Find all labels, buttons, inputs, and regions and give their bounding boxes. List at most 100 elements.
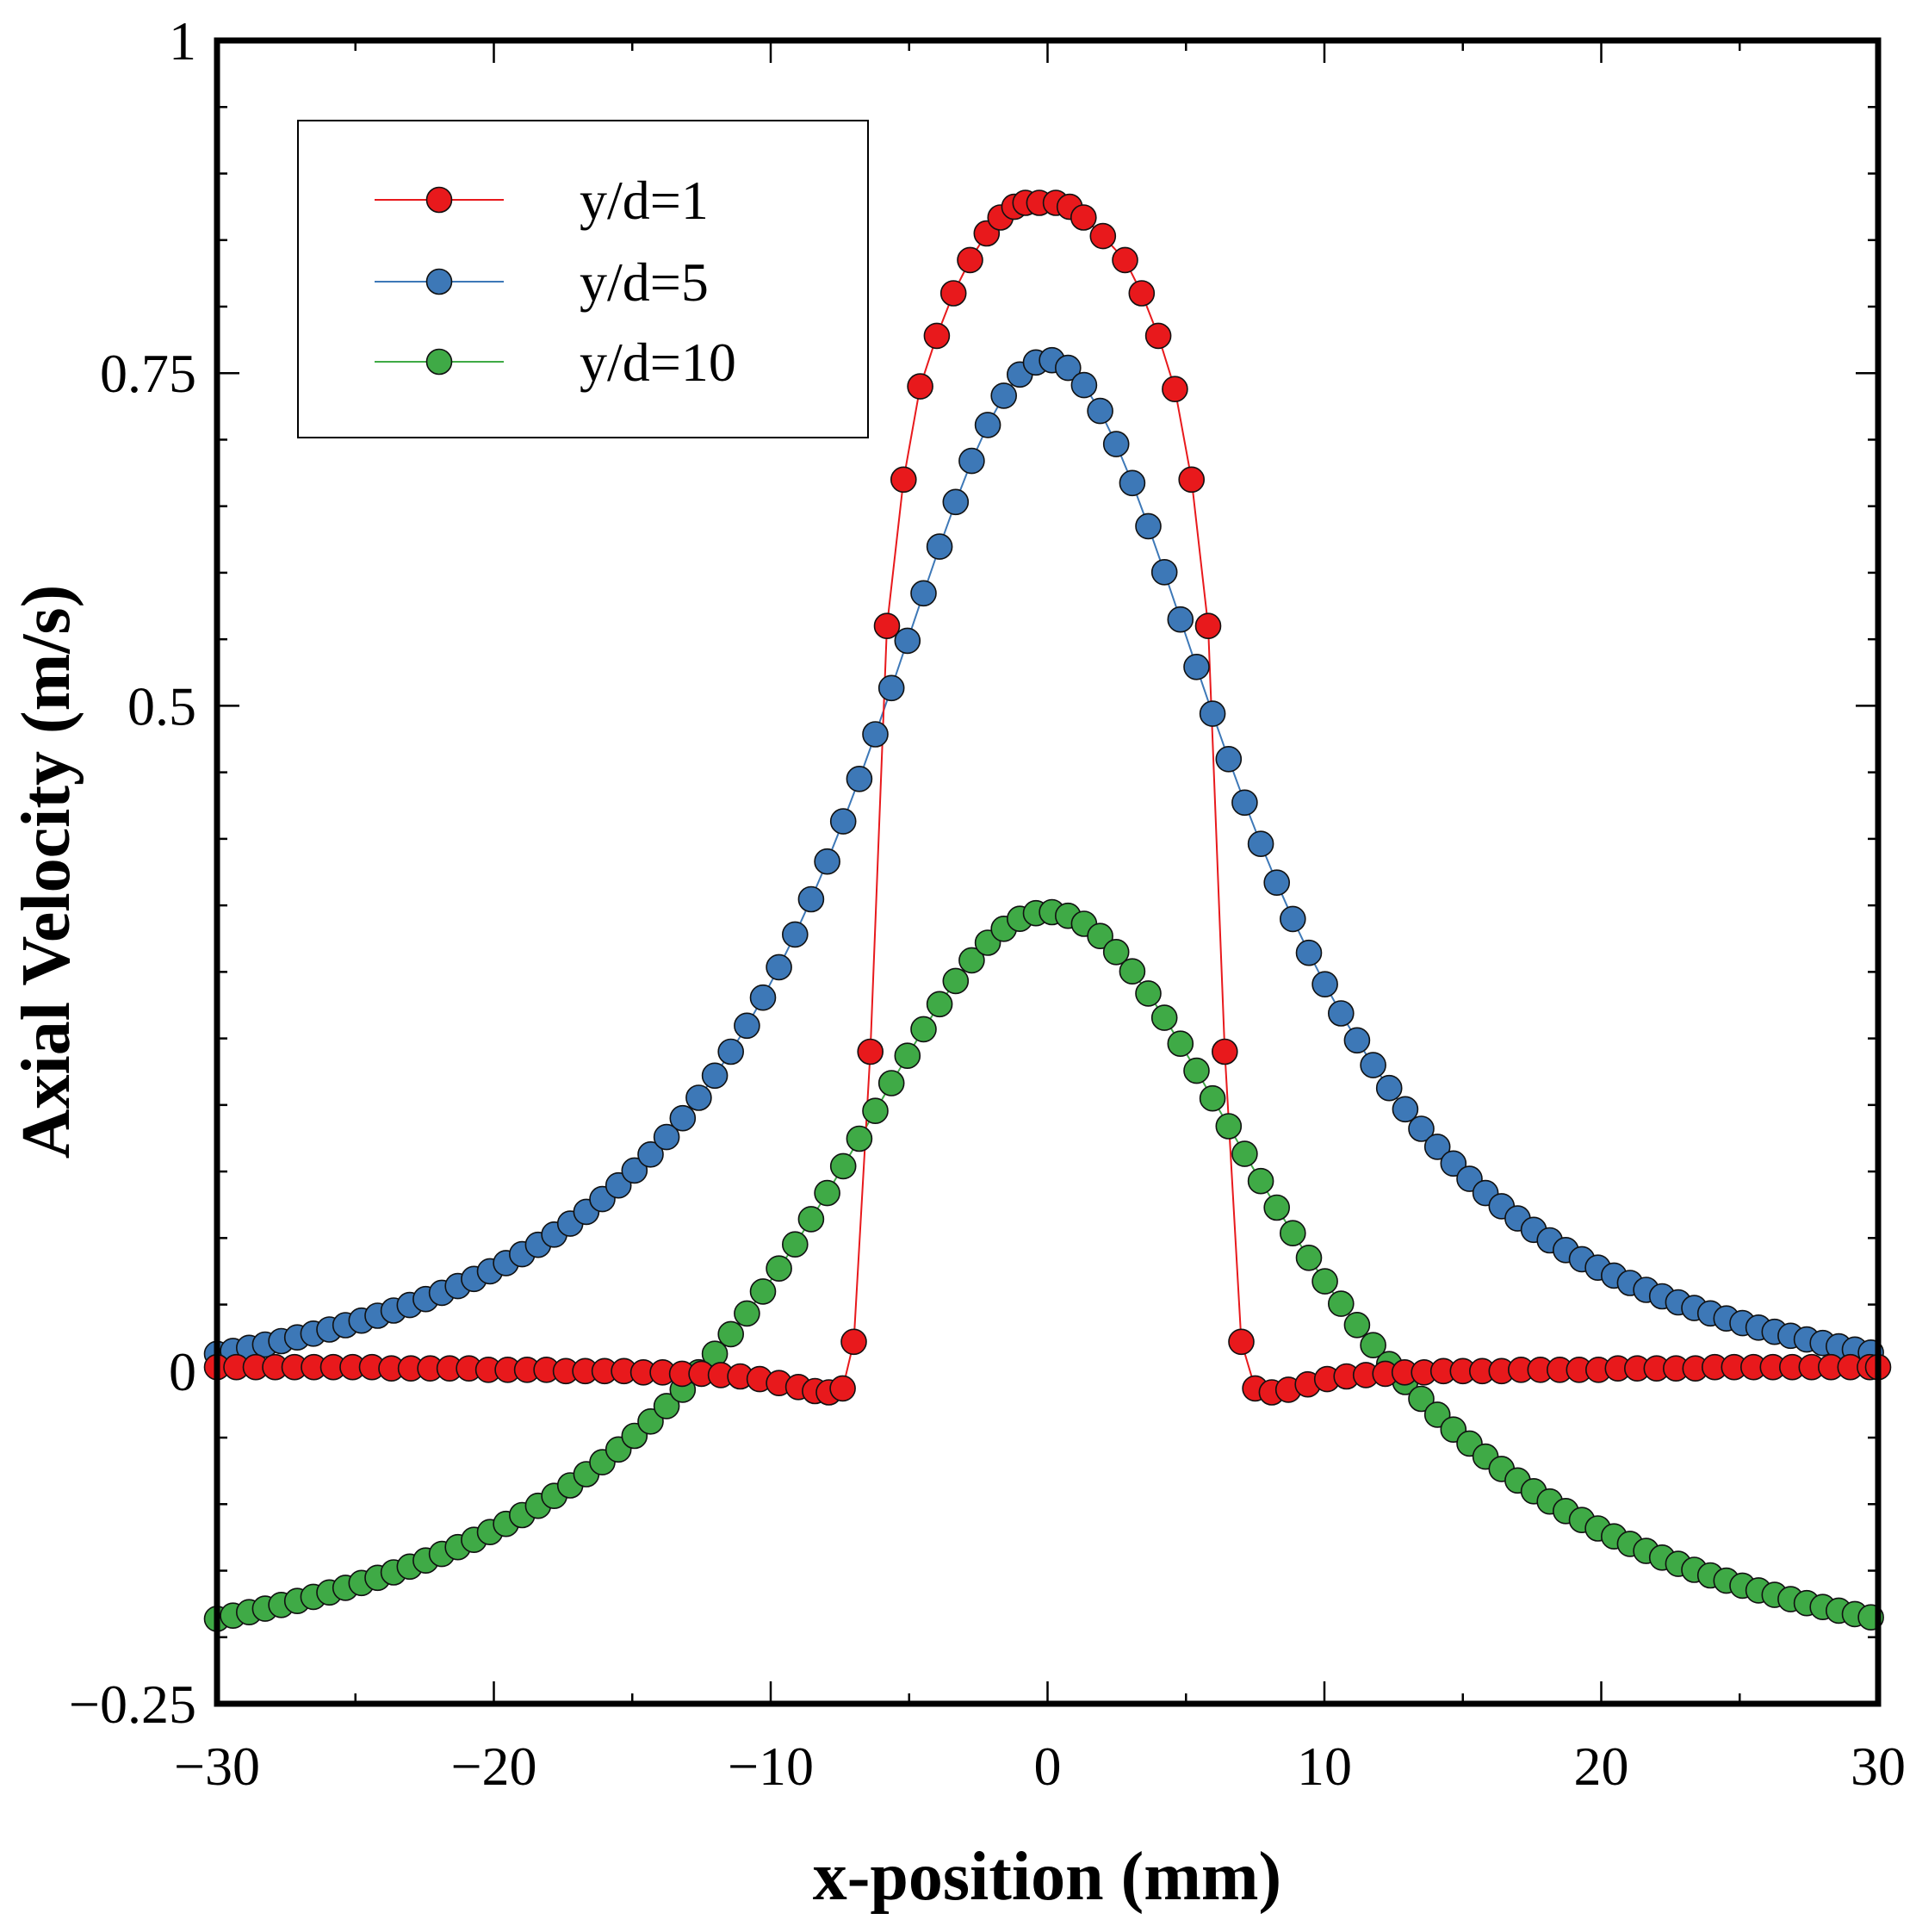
data-point <box>1087 397 1113 425</box>
data-point <box>1089 222 1117 250</box>
data-point <box>1150 558 1178 586</box>
data-point <box>1119 958 1146 985</box>
data-point <box>734 1300 760 1327</box>
data-point <box>1328 1000 1355 1027</box>
data-point <box>1183 1057 1210 1084</box>
data-point <box>1392 1096 1419 1123</box>
data-point <box>1178 466 1205 494</box>
data-point <box>894 1042 921 1069</box>
x-axis-title: x-position (mm) <box>813 1839 1281 1915</box>
data-point <box>1343 1312 1371 1339</box>
y-tick-label: 1 <box>169 10 196 71</box>
data-point <box>1102 939 1130 966</box>
data-point <box>1231 789 1258 817</box>
series-y-d-1 <box>203 189 1892 1406</box>
data-point <box>637 1408 664 1435</box>
data-point <box>923 322 951 350</box>
data-point <box>1162 376 1188 403</box>
legend: y/d=1 y/d=5 y/d=10 <box>297 120 869 438</box>
data-point <box>1360 1052 1386 1078</box>
data-point <box>857 1038 884 1065</box>
data-point <box>939 280 967 307</box>
legend-label-y-d-1: y/d=1 <box>580 170 709 231</box>
data-point <box>1423 1134 1451 1160</box>
data-point <box>814 1179 840 1207</box>
data-point <box>1263 1194 1290 1221</box>
data-point <box>749 984 777 1011</box>
x-tick-label: 0 <box>1034 1736 1062 1797</box>
data-point <box>717 1320 745 1348</box>
legend-marker-y-d-5 <box>425 268 453 295</box>
legend-entry-y-d-5: y/d=5 <box>375 252 709 313</box>
data-point <box>1231 1140 1258 1167</box>
data-point <box>781 921 809 948</box>
data-point <box>814 848 840 875</box>
data-point <box>1070 204 1097 231</box>
data-point <box>877 1070 905 1096</box>
data-point <box>846 1125 873 1152</box>
legend-entry-y-d-1: y/d=1 <box>375 170 709 231</box>
data-point <box>1311 971 1338 997</box>
data-point <box>1112 246 1138 274</box>
data-point <box>926 533 953 560</box>
legend-marker-y-d-10 <box>425 348 453 376</box>
data-point <box>1167 606 1194 633</box>
data-point <box>1135 513 1162 540</box>
y-tick-label: 0 <box>169 1341 196 1402</box>
x-tick-label: 20 <box>1574 1736 1629 1797</box>
x-tick-label: −20 <box>450 1736 536 1797</box>
data-point <box>926 991 953 1018</box>
data-point <box>846 765 873 792</box>
data-point <box>1128 280 1156 307</box>
data-point <box>766 1255 792 1282</box>
data-point <box>734 1012 760 1040</box>
data-point <box>1375 1074 1403 1102</box>
data-point <box>829 808 857 835</box>
data-point <box>1150 1004 1178 1031</box>
legend-label-y-d-5: y/d=5 <box>580 252 709 313</box>
data-point <box>862 721 889 748</box>
data-point <box>958 447 985 475</box>
data-point <box>942 967 970 995</box>
data-point <box>1328 1290 1355 1317</box>
legend-marker-y-d-1 <box>425 186 453 214</box>
data-point <box>1280 1220 1306 1246</box>
data-point <box>637 1141 664 1168</box>
data-point <box>873 612 901 640</box>
data-point <box>701 1062 729 1090</box>
data-point <box>797 1206 825 1233</box>
data-point <box>1199 1084 1226 1112</box>
data-point <box>1280 905 1306 933</box>
data-point <box>1212 1038 1238 1065</box>
data-point <box>910 580 937 607</box>
data-point <box>1135 980 1162 1007</box>
series-y-d-5 <box>203 346 1884 1368</box>
data-point <box>974 412 1001 438</box>
x-tick-label: 10 <box>1297 1736 1352 1797</box>
series-markers <box>203 189 1892 1632</box>
data-point <box>1194 612 1222 640</box>
data-point <box>877 674 905 702</box>
data-point <box>829 1152 857 1180</box>
data-point <box>1343 1027 1371 1054</box>
data-point <box>1119 469 1146 497</box>
data-point <box>1295 939 1323 966</box>
data-point <box>1263 869 1290 896</box>
data-point <box>957 246 983 274</box>
data-point <box>1055 354 1082 382</box>
data-point <box>1440 1150 1467 1177</box>
data-point <box>1183 653 1210 680</box>
data-point <box>942 488 970 516</box>
data-point <box>685 1084 712 1111</box>
data-point <box>890 466 917 494</box>
data-point <box>1247 830 1274 858</box>
data-point <box>894 627 921 655</box>
data-point <box>1215 745 1243 773</box>
data-point <box>1070 371 1098 399</box>
data-point <box>766 954 792 981</box>
data-point <box>1167 1030 1194 1057</box>
data-point <box>1102 431 1130 457</box>
data-point <box>621 1157 648 1184</box>
data-point <box>958 947 985 974</box>
